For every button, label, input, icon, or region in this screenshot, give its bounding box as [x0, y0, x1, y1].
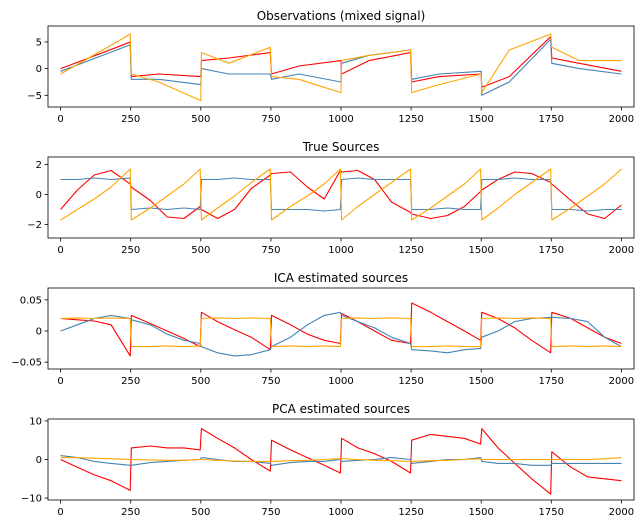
orange-series: [60, 33, 622, 102]
x-tick-label: 1500: [468, 376, 493, 387]
x-tick-label: 500: [191, 507, 210, 518]
x-tick-label: 250: [121, 507, 140, 518]
subplot-title: Observations (mixed signal): [257, 9, 426, 23]
x-tick-label: 250: [121, 114, 140, 125]
y-tick-label: 0: [36, 455, 42, 466]
x-tick-label: 1750: [539, 114, 564, 125]
x-tick-label: 1250: [398, 245, 423, 256]
x-tick-label: 1750: [539, 376, 564, 387]
x-tick-label: 1250: [398, 507, 423, 518]
x-tick-label: 500: [191, 245, 210, 256]
subplot-ica-estimated-sources: ICA estimated sources 0 250 500 750 1000 1250 1…: [11, 271, 635, 387]
y-tick-label: 0: [36, 64, 42, 75]
y-tick-label: 0.05: [20, 295, 42, 306]
x-tick-label: 1250: [398, 114, 423, 125]
x-tick-label: 250: [121, 376, 140, 387]
x-tick-label: 2000: [609, 507, 634, 518]
subplot-title: PCA estimated sources: [272, 402, 410, 416]
blue-series: [60, 455, 622, 466]
x-tick-label: 1000: [328, 376, 353, 387]
x-tick-label: 0: [57, 507, 63, 518]
x-tick-label: 1000: [328, 114, 353, 125]
y-tick-label: 0: [36, 190, 42, 201]
x-tick-label: 500: [191, 376, 210, 387]
x-tick-label: 1250: [398, 376, 423, 387]
x-tick-label: 1000: [328, 245, 353, 256]
y-tick-label: 0: [36, 326, 42, 337]
y-tick-label: −10: [21, 494, 42, 505]
x-tick-label: 1500: [468, 114, 493, 125]
x-tick-label: 1500: [468, 507, 493, 518]
series-group: [60, 33, 622, 102]
x-tick-label: 2000: [609, 114, 634, 125]
x-tick-label: 2000: [609, 245, 634, 256]
x-tick-label: 1750: [539, 245, 564, 256]
series-group: [60, 428, 622, 495]
x-tick-label: 1750: [539, 507, 564, 518]
y-tick-label: −5: [27, 91, 42, 102]
x-tick-label: 0: [57, 376, 63, 387]
orange-series: [60, 317, 622, 348]
y-tick-label: −2: [27, 220, 42, 231]
x-tick-label: 750: [261, 245, 280, 256]
y-tick-label: 10: [29, 416, 42, 427]
x-tick-label: 1500: [468, 245, 493, 256]
x-tick-label: 2000: [609, 376, 634, 387]
x-tick-label: 0: [57, 114, 63, 125]
series-group: [60, 168, 622, 221]
red-series: [60, 428, 622, 495]
y-tick-label: 5: [36, 37, 42, 48]
orange-series: [60, 168, 622, 221]
x-tick-label: 750: [261, 376, 280, 387]
x-tick-label: 0: [57, 245, 63, 256]
x-tick-label: 750: [261, 114, 280, 125]
blue-series: [60, 311, 622, 357]
subplot-title: ICA estimated sources: [274, 271, 408, 285]
subplot-observations: Observations (mixed signal) 0 250 500 750 100…: [27, 9, 635, 125]
y-tick-label: −0.05: [11, 358, 42, 369]
subplot-pca-estimated-sources: PCA estimated sources 0 250 500 750 1000 1250 1…: [21, 402, 635, 518]
x-tick-label: 500: [191, 114, 210, 125]
x-tick-label: 250: [121, 245, 140, 256]
subplot-title: True Sources: [302, 140, 380, 154]
x-tick-label: 1000: [328, 507, 353, 518]
y-tick-label: 2: [36, 160, 42, 171]
series-group: [60, 302, 622, 357]
orange-series: [60, 457, 622, 462]
x-tick-label: 750: [261, 507, 280, 518]
